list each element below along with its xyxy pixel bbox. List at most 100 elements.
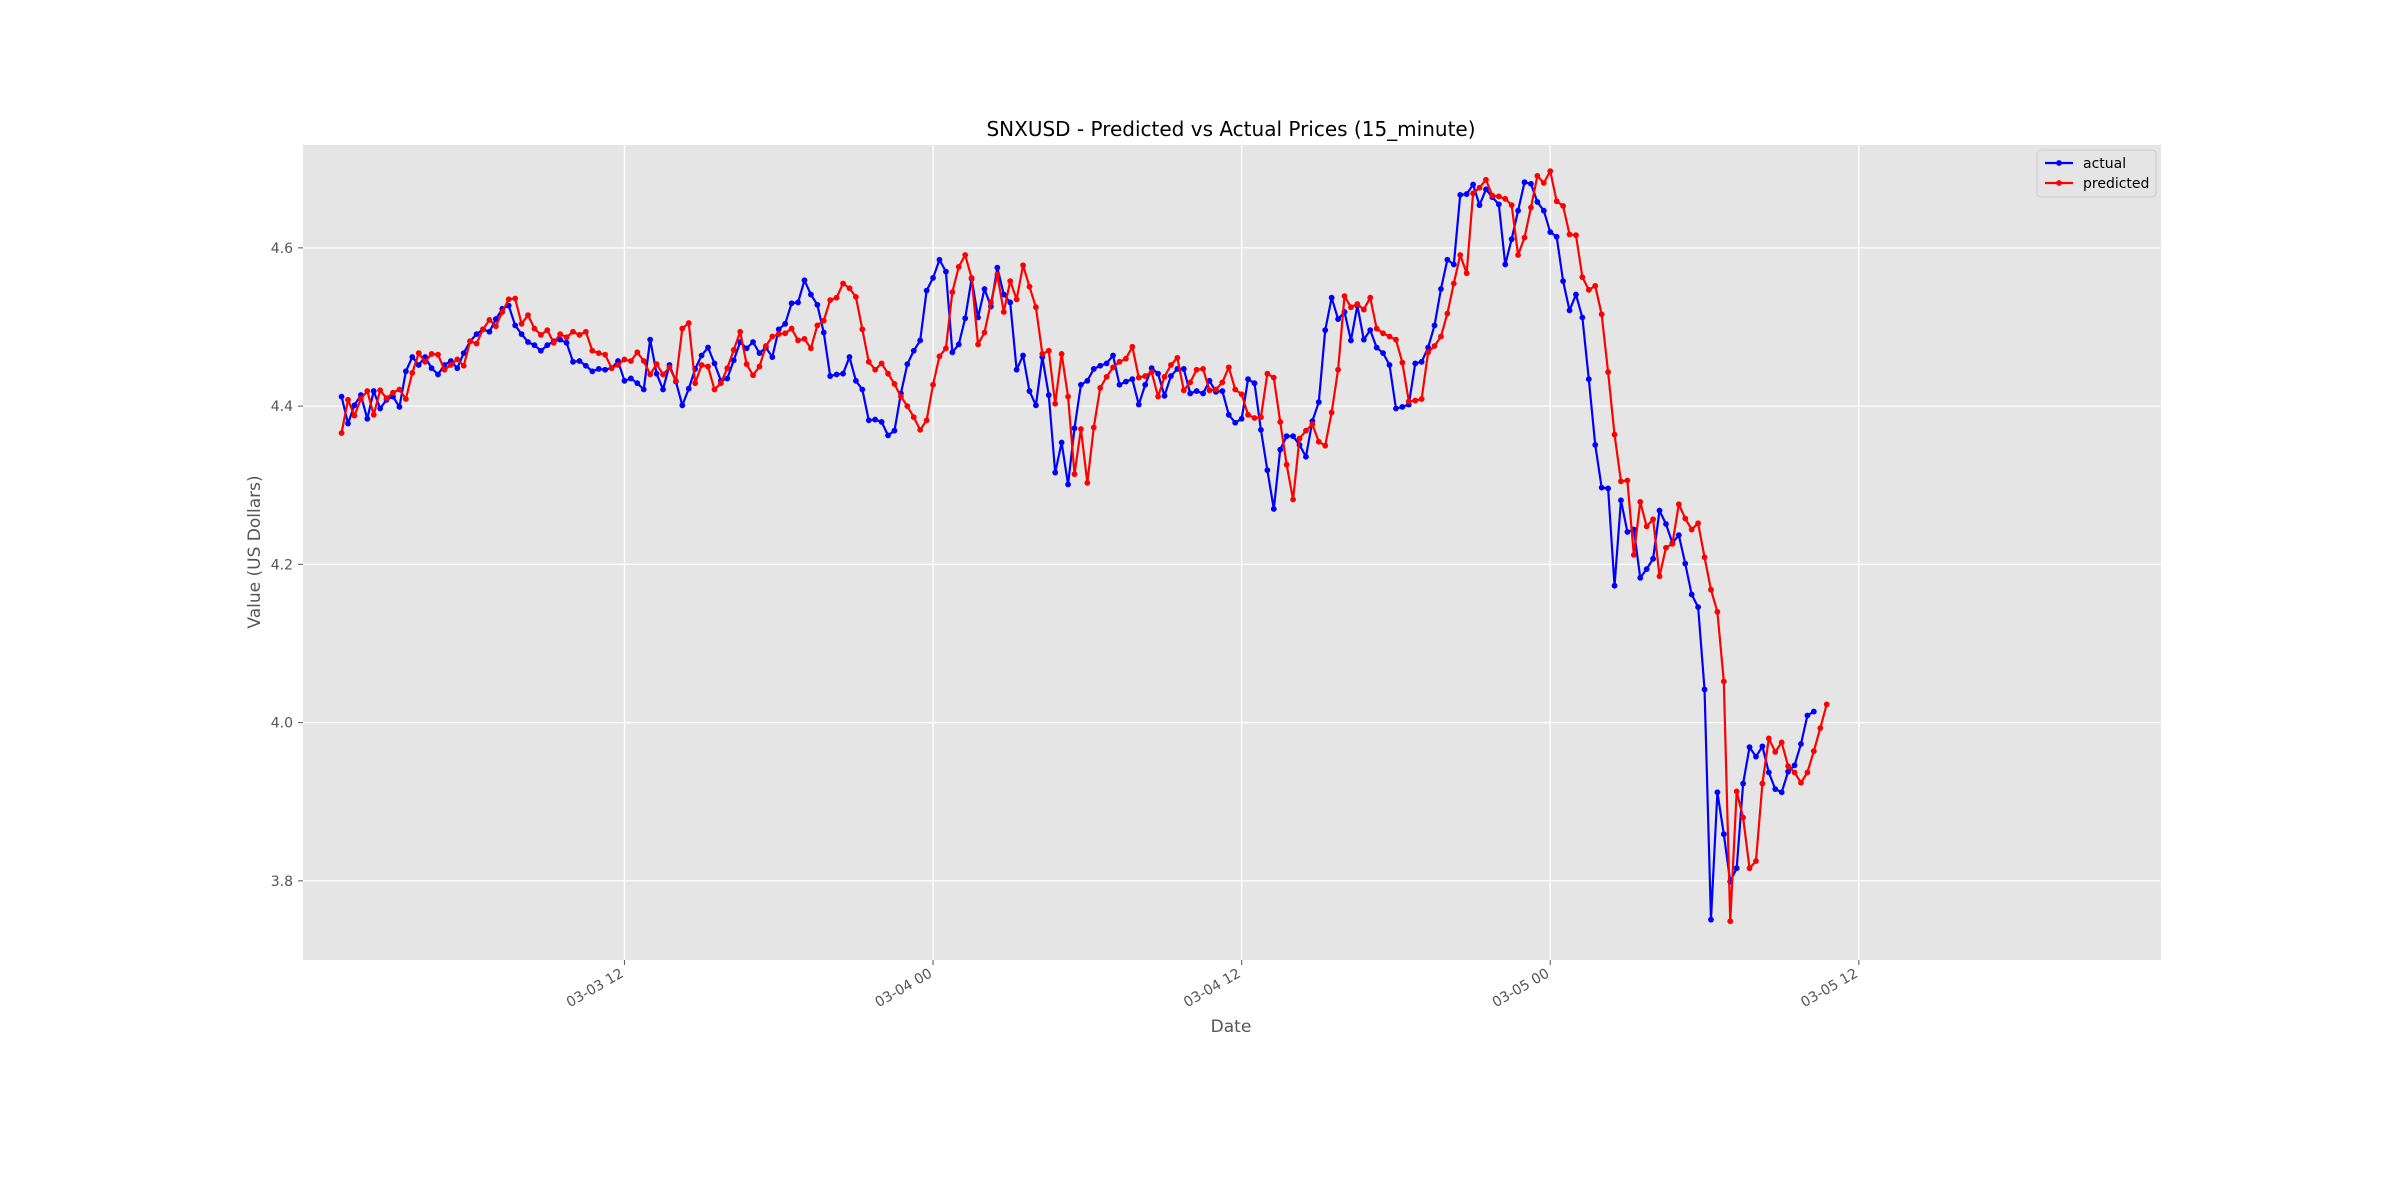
predicted-point xyxy=(1765,735,1772,742)
actual-point xyxy=(711,360,718,367)
actual-point xyxy=(660,386,666,393)
predicted-point xyxy=(1656,573,1663,580)
actual-point xyxy=(1026,388,1033,394)
predicted-point xyxy=(1592,282,1599,289)
actual-point xyxy=(1187,390,1194,397)
actual-point xyxy=(1090,366,1097,372)
predicted-point xyxy=(666,364,673,371)
predicted-point xyxy=(660,371,666,378)
predicted-point xyxy=(1444,310,1451,317)
predicted-point xyxy=(1148,369,1155,375)
actual-point xyxy=(1701,686,1708,693)
predicted-point xyxy=(480,326,486,333)
predicted-point xyxy=(1560,203,1566,209)
predicted-point xyxy=(1367,294,1374,301)
predicted-point xyxy=(492,323,499,330)
predicted-point xyxy=(1142,373,1149,379)
predicted-point xyxy=(872,366,879,373)
actual-point xyxy=(769,354,776,360)
predicted-point xyxy=(1688,526,1695,533)
predicted-point xyxy=(962,252,969,258)
legend-box xyxy=(2036,149,2157,198)
predicted-point xyxy=(1155,393,1161,400)
actual-point xyxy=(1566,307,1573,314)
predicted-point xyxy=(435,351,441,358)
predicted-point xyxy=(415,350,422,356)
actual-point xyxy=(1251,380,1258,387)
predicted-point xyxy=(570,328,576,335)
predicted-point xyxy=(1078,426,1084,432)
predicted-point xyxy=(1727,918,1734,925)
predicted-point xyxy=(1573,232,1579,239)
predicted-point xyxy=(550,339,557,346)
predicted-point xyxy=(878,360,885,367)
predicted-point xyxy=(1020,262,1026,269)
predicted-point xyxy=(460,362,467,369)
actual-point xyxy=(525,339,531,345)
predicted-point xyxy=(1071,471,1078,478)
predicted-point xyxy=(859,326,866,333)
x-tick-label: 03-04 00 xyxy=(873,966,936,1011)
predicted-point xyxy=(988,299,994,306)
actual-point xyxy=(1270,506,1277,512)
predicted-point xyxy=(473,340,480,347)
actual-point xyxy=(1457,191,1464,198)
predicted-point xyxy=(621,356,628,363)
x-tick-label: 03-03 12 xyxy=(564,966,627,1011)
predicted-point xyxy=(1206,387,1213,394)
predicted-point xyxy=(1508,202,1515,209)
predicted-point xyxy=(409,369,416,376)
predicted-point xyxy=(737,328,744,335)
actual-point xyxy=(589,368,596,375)
actual-point xyxy=(486,328,493,335)
predicted-point xyxy=(1245,411,1251,418)
actual-point xyxy=(1103,360,1110,367)
predicted-point xyxy=(1290,496,1296,503)
actual-point xyxy=(1598,484,1605,491)
actual-point xyxy=(1123,378,1129,385)
actual-point xyxy=(1772,786,1779,792)
actual-point xyxy=(1444,256,1451,263)
predicted-point xyxy=(525,312,531,319)
actual-point xyxy=(1161,392,1168,399)
actual-point xyxy=(1483,186,1489,193)
actual-point xyxy=(1373,344,1380,351)
predicted-point xyxy=(1335,366,1341,373)
predicted-point xyxy=(1348,304,1354,311)
predicted-point xyxy=(653,361,660,368)
actual-point xyxy=(570,358,576,365)
predicted-point xyxy=(1579,274,1586,281)
actual-point xyxy=(910,347,917,354)
actual-point xyxy=(1084,377,1091,384)
predicted-point xyxy=(981,329,988,336)
predicted-point xyxy=(467,338,474,345)
predicted-point xyxy=(705,363,711,370)
predicted-point xyxy=(949,289,956,296)
predicted-point xyxy=(1168,362,1174,368)
actual-point xyxy=(1142,381,1149,388)
actual-point xyxy=(1476,202,1483,209)
predicted-point xyxy=(743,361,750,368)
predicted-point xyxy=(846,285,853,292)
actual-point xyxy=(1573,291,1579,298)
actual-point xyxy=(1508,236,1515,243)
predicted-point xyxy=(814,322,821,329)
actual-point xyxy=(1528,180,1534,187)
actual-point xyxy=(1065,481,1071,488)
predicted-point xyxy=(1605,369,1611,375)
gridlines xyxy=(303,145,2161,960)
predicted-point xyxy=(891,381,898,387)
predicted-point xyxy=(711,386,718,393)
predicted-point xyxy=(1618,478,1624,485)
actual-point xyxy=(949,349,956,356)
predicted-point xyxy=(1200,366,1206,372)
predicted-point xyxy=(1219,379,1226,386)
predicted-point xyxy=(1026,283,1033,290)
predicted-point xyxy=(1084,479,1091,486)
actual-point xyxy=(1714,789,1721,796)
actual-point xyxy=(435,371,441,378)
predicted-point xyxy=(1669,540,1676,547)
actual-point xyxy=(1386,362,1393,368)
predicted-point xyxy=(1637,498,1644,505)
predicted-point xyxy=(531,325,538,332)
